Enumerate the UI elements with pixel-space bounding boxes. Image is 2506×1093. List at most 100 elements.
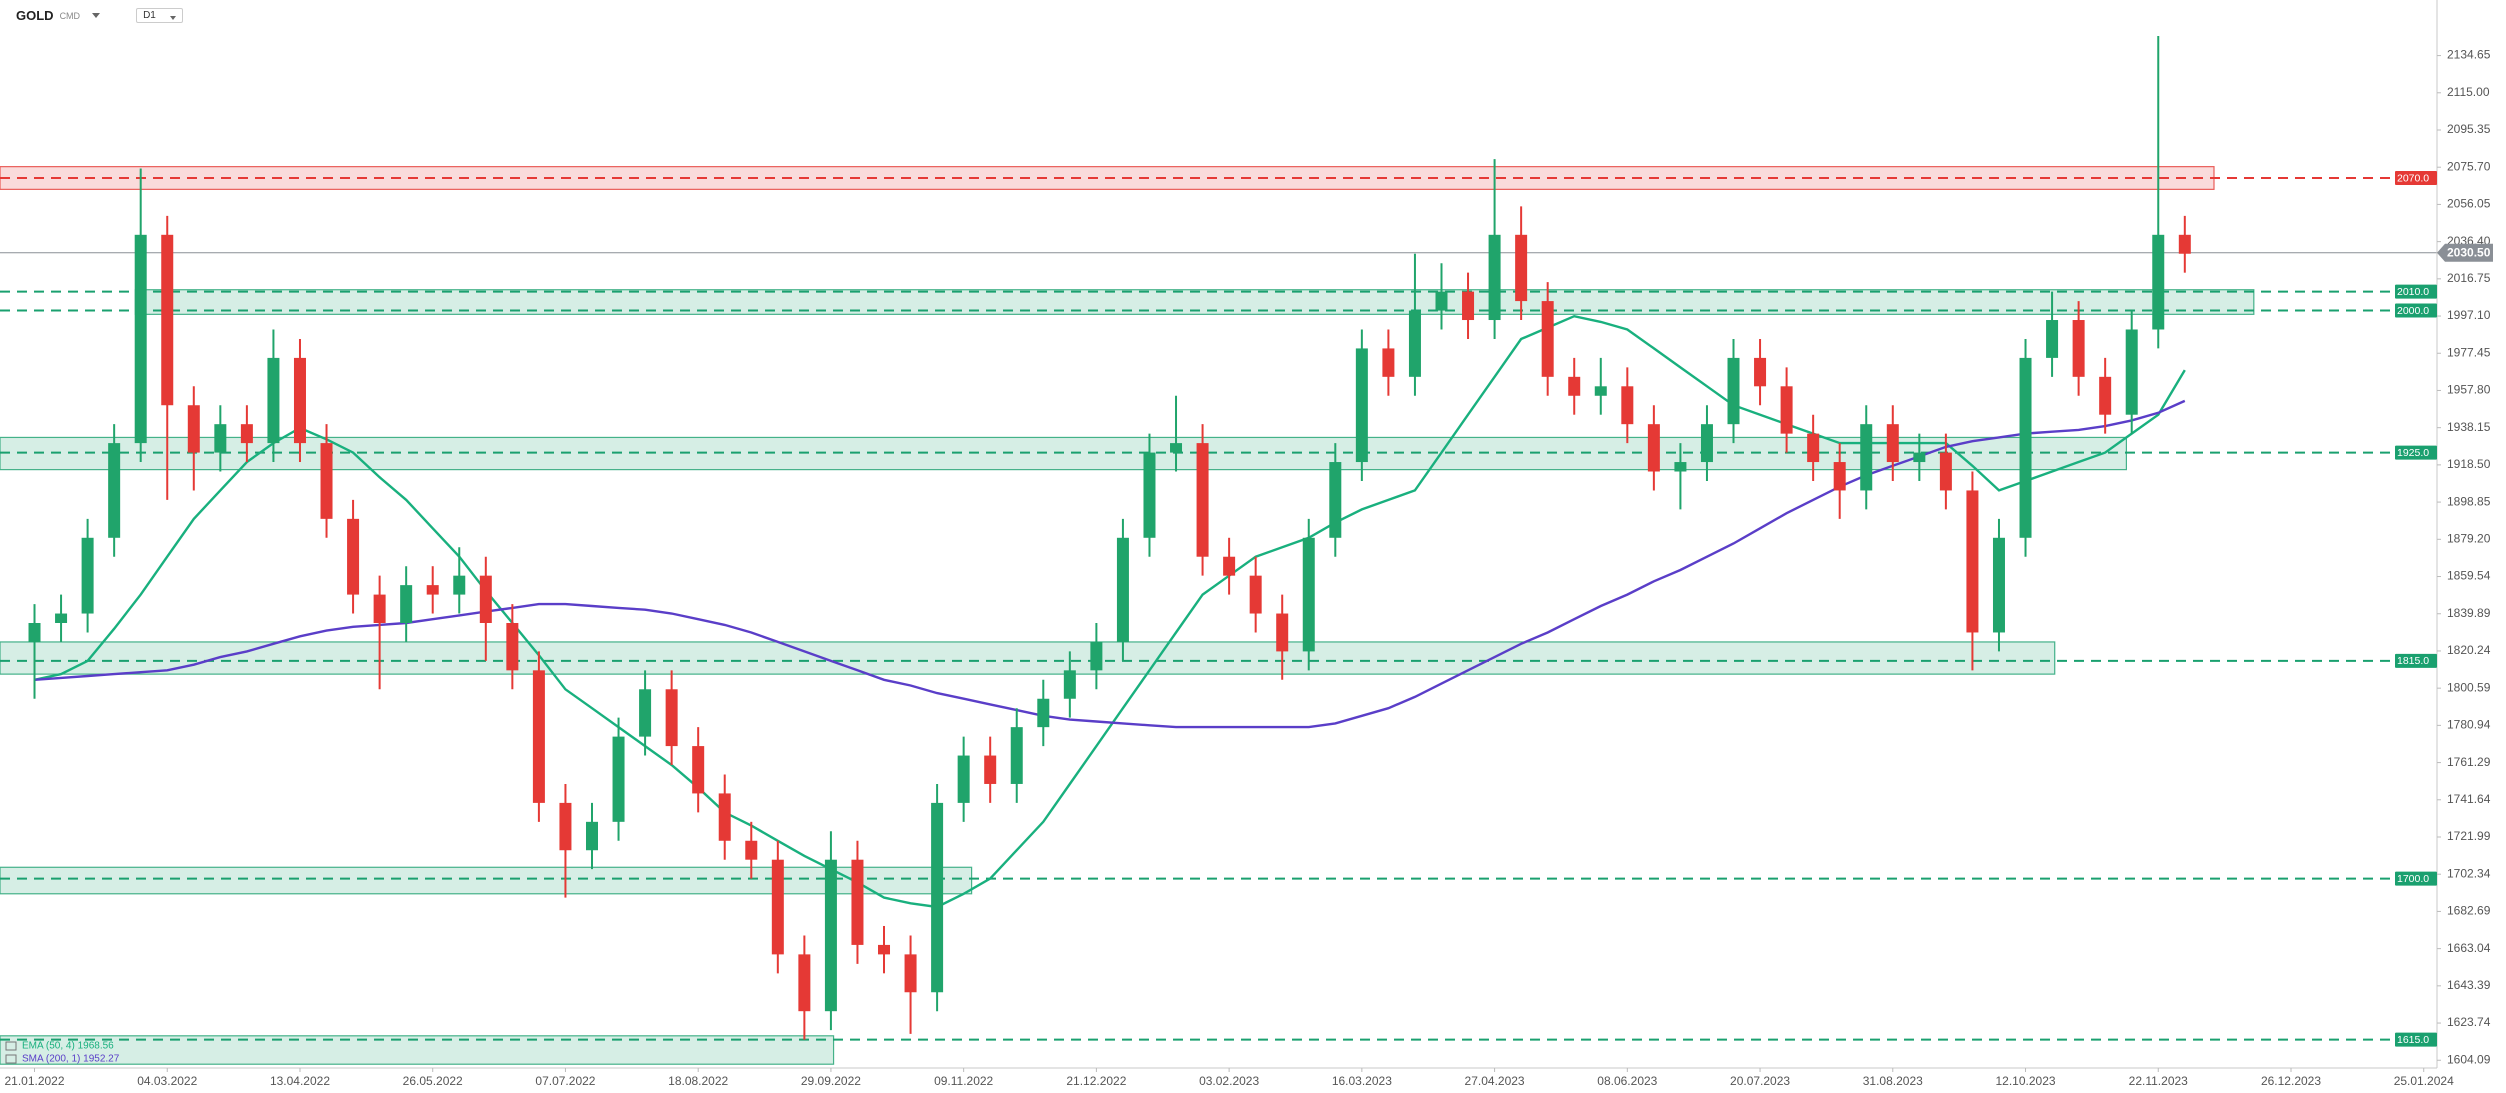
candle-body: [187, 405, 200, 453]
candle-body: [718, 793, 731, 841]
level-badge: [2395, 284, 2437, 299]
candle-body: [55, 613, 68, 623]
y-tick-label: 1898.85: [2447, 494, 2491, 508]
y-tick-label: 2056.05: [2447, 197, 2491, 211]
x-tick-label: 08.06.2023: [1597, 1074, 1657, 1088]
level-badge: [2395, 303, 2437, 318]
candle-body: [1249, 575, 1262, 614]
y-tick-label: 2134.65: [2447, 48, 2491, 62]
candle-body: [1913, 452, 1926, 463]
x-tick-label: 20.07.2023: [1730, 1074, 1790, 1088]
candle-body: [214, 424, 227, 453]
chart-header: GOLD CMD D1: [16, 8, 183, 23]
legend-label: SMA (200, 1) 1952.27: [22, 1054, 120, 1065]
symbol-dropdown[interactable]: [92, 13, 101, 18]
x-tick-label: 22.11.2023: [2129, 1074, 2188, 1088]
candle-body: [1116, 537, 1129, 642]
candle-body: [1170, 443, 1183, 453]
y-tick-label: 2075.70: [2447, 159, 2491, 173]
candle-body: [1435, 291, 1448, 311]
legend-label: EMA (50, 4) 1968.56: [22, 1041, 114, 1052]
candle-body: [1727, 357, 1740, 425]
y-tick-label: 1997.10: [2447, 308, 2491, 322]
candle-body: [1010, 727, 1023, 784]
candle-body: [559, 802, 572, 851]
candle-body: [400, 585, 413, 623]
candle-body: [745, 840, 758, 860]
y-tick-label: 2095.35: [2447, 122, 2491, 136]
y-tick-label: 1938.15: [2447, 420, 2491, 434]
candle-body: [2072, 320, 2085, 377]
y-tick-label: 1721.99: [2447, 829, 2491, 843]
candle-body: [1674, 462, 1687, 472]
candle-body: [984, 755, 997, 784]
level-label: 1925.0: [2397, 447, 2429, 459]
candle-body: [373, 594, 386, 623]
candle-body: [293, 357, 306, 444]
candle-body: [1807, 433, 1820, 463]
moving-average-line: [34, 399, 2186, 729]
x-tick-label: 13.04.2022: [270, 1074, 330, 1088]
candle-body: [878, 944, 891, 955]
candle-body: [1568, 376, 1581, 396]
y-tick-label: 1859.54: [2447, 569, 2491, 583]
legend-icon: [5, 1054, 17, 1064]
y-tick-label: 1977.45: [2447, 345, 2491, 359]
x-tick-label: 26.12.2023: [2261, 1074, 2321, 1088]
y-tick-label: 1800.59: [2447, 680, 2491, 694]
y-tick-label: 1643.39: [2447, 978, 2491, 992]
level-label: 1615.0: [2397, 1034, 2429, 1046]
candle-body: [1594, 386, 1607, 396]
y-tick-label: 1918.50: [2447, 457, 2491, 471]
candle-body: [1621, 386, 1634, 425]
candle-body: [1939, 452, 1952, 491]
candle-body: [2178, 234, 2191, 254]
candle-body: [1037, 698, 1050, 728]
candle-body: [2099, 376, 2112, 415]
candle-body: [1090, 641, 1103, 671]
candle-body: [1647, 424, 1660, 472]
candle-body: [1462, 291, 1475, 321]
y-tick-label: 1741.64: [2447, 792, 2491, 806]
level-label: 2010.0: [2397, 286, 2429, 298]
candle-body: [1780, 386, 1793, 434]
candle-body: [1992, 537, 2005, 633]
timeframe-select[interactable]: D1: [136, 8, 183, 23]
y-tick-label: 1682.69: [2447, 904, 2491, 918]
candle-body: [1302, 537, 1315, 652]
y-tick-label: 1623.74: [2447, 1015, 2491, 1029]
candle-body: [2046, 320, 2059, 358]
x-tick-label: 04.03.2022: [137, 1074, 197, 1088]
y-tick-label: 1957.80: [2447, 383, 2491, 397]
candle-body: [134, 234, 147, 444]
level-label: 1815.0: [2397, 655, 2429, 667]
current-price-badge: [2437, 243, 2493, 262]
y-tick-label: 1780.94: [2447, 718, 2491, 732]
current-price-label: 2030.50: [2447, 245, 2491, 259]
candle-body: [479, 575, 492, 623]
x-tick-label: 07.07.2022: [535, 1074, 595, 1088]
candle-body: [1541, 301, 1554, 377]
level-label: 2070.0: [2397, 172, 2429, 184]
candle-body: [957, 755, 970, 803]
candle-body: [931, 802, 944, 993]
level-badge: [2395, 445, 2437, 460]
x-tick-label: 16.03.2023: [1332, 1074, 1392, 1088]
candle-body: [426, 585, 439, 595]
candle-body: [1063, 670, 1076, 699]
x-tick-label: 12.10.2023: [1995, 1074, 2055, 1088]
x-tick-label: 29.09.2022: [801, 1074, 861, 1088]
candle-body: [1329, 462, 1342, 538]
candle-body: [1223, 556, 1236, 576]
y-tick-label: 1820.24: [2447, 643, 2491, 657]
candle-body: [1382, 348, 1395, 377]
y-tick-label: 1663.04: [2447, 941, 2491, 955]
symbol[interactable]: GOLD: [16, 8, 54, 23]
market: CMD: [59, 10, 81, 21]
candle-body: [612, 736, 625, 822]
candle-body: [453, 575, 466, 595]
candle-body: [1276, 613, 1289, 652]
candle-body: [267, 357, 280, 444]
x-tick-label: 03.02.2023: [1199, 1074, 1259, 1088]
